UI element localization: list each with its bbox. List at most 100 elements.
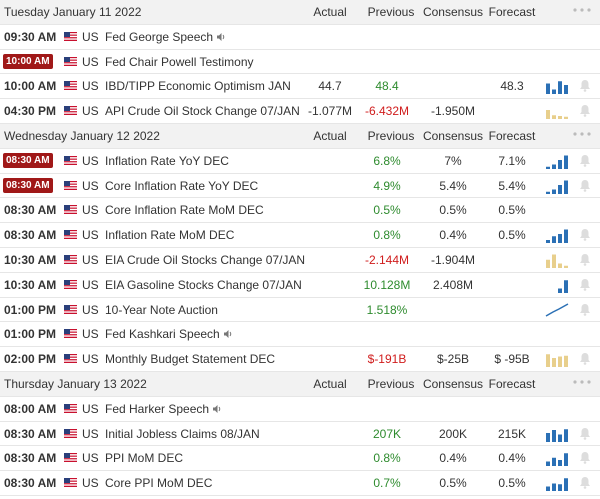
options-icon[interactable]	[570, 375, 594, 389]
mini-chart[interactable]	[545, 475, 569, 492]
mini-chart[interactable]	[545, 103, 569, 120]
event-name-link[interactable]: EIA Crude Oil Stocks Change 07/JAN	[105, 253, 305, 267]
event-country: US	[82, 277, 99, 292]
event-name-link[interactable]: PPI MoM DEC	[105, 451, 183, 465]
us-flag-icon	[64, 106, 77, 116]
event-forecast: 0.5%	[498, 476, 526, 491]
event-row[interactable]: 08:30 AM US PPI MoM DEC 0.8% 0.4% 0.4%	[0, 446, 600, 472]
us-flag-icon	[64, 329, 77, 339]
mini-chart[interactable]	[545, 277, 569, 293]
event-row[interactable]: 08:30 AM US Core Inflation Rate MoM DEC 0.5…	[0, 198, 600, 224]
event-actual: 44.7	[318, 79, 342, 94]
event-row[interactable]: 09:30 AM US Fed George Speech	[0, 25, 600, 50]
bell-icon[interactable]	[579, 179, 591, 192]
event-name[interactable]: Fed George Speech	[105, 29, 214, 44]
event-name[interactable]: PPI MoM DEC	[105, 451, 184, 466]
event-name[interactable]: IBD/TIPP Economic Optimism JAN	[105, 79, 291, 94]
event-row[interactable]: 10:00 AM US Fed Chair Powell Testimony	[0, 50, 600, 75]
event-name[interactable]: Fed Kashkari Speech	[105, 327, 220, 342]
mini-chart[interactable]	[545, 450, 569, 467]
event-name[interactable]: Core Inflation Rate MoM DEC	[105, 203, 264, 218]
mini-chart-bar	[546, 259, 550, 268]
mini-chart[interactable]	[545, 153, 569, 169]
event-name-link[interactable]: Initial Jobless Claims 08/JAN	[105, 427, 260, 441]
mini-chart[interactable]	[545, 78, 569, 95]
mini-chart[interactable]	[545, 302, 569, 318]
event-name-link[interactable]: Fed Harker Speech	[105, 402, 222, 416]
event-name-link[interactable]: Inflation Rate MoM DEC	[105, 228, 234, 242]
event-name-link[interactable]: Core Inflation Rate MoM DEC	[105, 203, 264, 217]
event-row[interactable]: 08:00 AM US Fed Harker Speech	[0, 397, 600, 422]
event-name-link[interactable]: Fed Kashkari Speech	[105, 327, 233, 341]
event-name-link[interactable]: 10-Year Note Auction	[105, 303, 218, 317]
event-name[interactable]: Fed Harker Speech	[105, 401, 210, 416]
event-name-link[interactable]: Monthly Budget Statement DEC	[105, 352, 275, 366]
us-flag-icon	[64, 403, 77, 413]
bell-icon[interactable]	[579, 427, 591, 440]
event-row[interactable]: 01:00 PM US Fed Kashkari Speech	[0, 322, 600, 348]
event-name[interactable]: API Crude Oil Stock Change 07/JAN	[105, 104, 300, 119]
mini-chart-bar	[552, 358, 556, 368]
bell-icon[interactable]	[579, 253, 591, 266]
bell-icon[interactable]	[579, 352, 591, 365]
bell-icon[interactable]	[579, 228, 591, 241]
event-row[interactable]: 01:00 PM US 10-Year Note Auction 1.518%	[0, 298, 600, 323]
event-name-link[interactable]: Inflation Rate YoY DEC	[105, 154, 229, 168]
event-actual: -1.077M	[307, 104, 353, 119]
event-name[interactable]: Fed Chair Powell Testimony	[105, 54, 254, 69]
event-name[interactable]: Inflation Rate MoM DEC	[105, 228, 235, 243]
event-previous: $-191B	[367, 352, 407, 367]
event-name-link[interactable]: EIA Gasoline Stocks Change 07/JAN	[105, 278, 302, 292]
event-row[interactable]: 08:30 AM US Core Inflation Rate YoY DEC 4.9…	[0, 174, 600, 199]
event-consensus: 5.4%	[439, 178, 467, 193]
mini-chart[interactable]	[545, 178, 569, 194]
event-row[interactable]: 04:30 PM US API Crude Oil Stock Change 07/…	[0, 99, 600, 124]
bell-icon[interactable]	[579, 79, 591, 93]
event-name-link[interactable]: Core PPI MoM DEC	[105, 476, 212, 490]
options-icon[interactable]	[570, 127, 594, 141]
mini-chart-bar	[546, 354, 550, 368]
event-row[interactable]: 08:30 AM US Initial Jobless Claims 08/JAN 2…	[0, 422, 600, 447]
mini-chart[interactable]	[545, 351, 569, 368]
event-row[interactable]: 08:30 AM US Inflation Rate YoY DEC 6.8% 7% 7.…	[0, 149, 600, 174]
event-row[interactable]: 10:30 AM US EIA Gasoline Stocks Change 07/…	[0, 273, 600, 298]
event-forecast: 5.4%	[498, 178, 526, 193]
day-header: Tuesday January 11 2022 Actual Previous Con…	[0, 0, 600, 25]
event-name-link[interactable]: IBD/TIPP Economic Optimism JAN	[105, 79, 291, 93]
bell-icon[interactable]	[579, 154, 591, 167]
event-name[interactable]: Core Inflation Rate YoY DEC	[105, 178, 259, 193]
mini-chart[interactable]	[545, 227, 569, 244]
mini-chart[interactable]	[545, 426, 569, 442]
event-name-link[interactable]: Fed Chair Powell Testimony	[105, 55, 254, 69]
event-row[interactable]: 08:30 AM US Inflation Rate MoM DEC 0.8% 0.4%…	[0, 223, 600, 248]
mini-chart-bar	[558, 356, 562, 368]
event-row[interactable]: 08:30 AM US Core PPI MoM DEC 0.7% 0.5% 0.5%	[0, 471, 600, 496]
event-row[interactable]: 10:00 AM US IBD/TIPP Economic Optimism JAN…	[0, 74, 600, 100]
bell-icon[interactable]	[579, 278, 591, 291]
event-name-link[interactable]: Core Inflation Rate YoY DEC	[105, 179, 258, 193]
event-time: 08:30 AM	[4, 476, 57, 491]
mini-chart[interactable]	[545, 252, 569, 268]
bell-icon[interactable]	[579, 104, 591, 117]
event-name[interactable]: Monthly Budget Statement DEC	[105, 352, 276, 367]
event-name[interactable]: Core PPI MoM DEC	[105, 476, 213, 491]
options-icon[interactable]	[570, 3, 594, 17]
event-previous: 0.7%	[373, 476, 401, 491]
event-name[interactable]: EIA Crude Oil Stocks Change 07/JAN	[105, 252, 306, 267]
bell-icon[interactable]	[579, 476, 591, 489]
event-name-link[interactable]: API Crude Oil Stock Change 07/JAN	[105, 104, 300, 118]
bell-icon[interactable]	[579, 451, 591, 465]
event-name[interactable]: EIA Gasoline Stocks Change 07/JAN	[105, 277, 302, 292]
mini-chart-bar	[552, 429, 556, 442]
event-name[interactable]: Initial Jobless Claims 08/JAN	[105, 426, 260, 441]
event-name-link[interactable]: Fed George Speech	[105, 30, 226, 44]
bell-icon[interactable]	[579, 303, 591, 316]
us-flag-icon	[64, 155, 77, 165]
column-header-previous: Previous	[367, 5, 415, 19]
mini-chart-bar	[564, 280, 568, 293]
event-row[interactable]: 02:00 PM US Monthly Budget Statement DEC $-…	[0, 347, 600, 372]
day-date: Tuesday January 11 2022	[4, 5, 142, 19]
event-row[interactable]: 10:30 AM US EIA Crude Oil Stocks Change 07…	[0, 248, 600, 273]
event-name[interactable]: Inflation Rate YoY DEC	[105, 153, 229, 168]
event-name[interactable]: 10-Year Note Auction	[105, 302, 218, 317]
